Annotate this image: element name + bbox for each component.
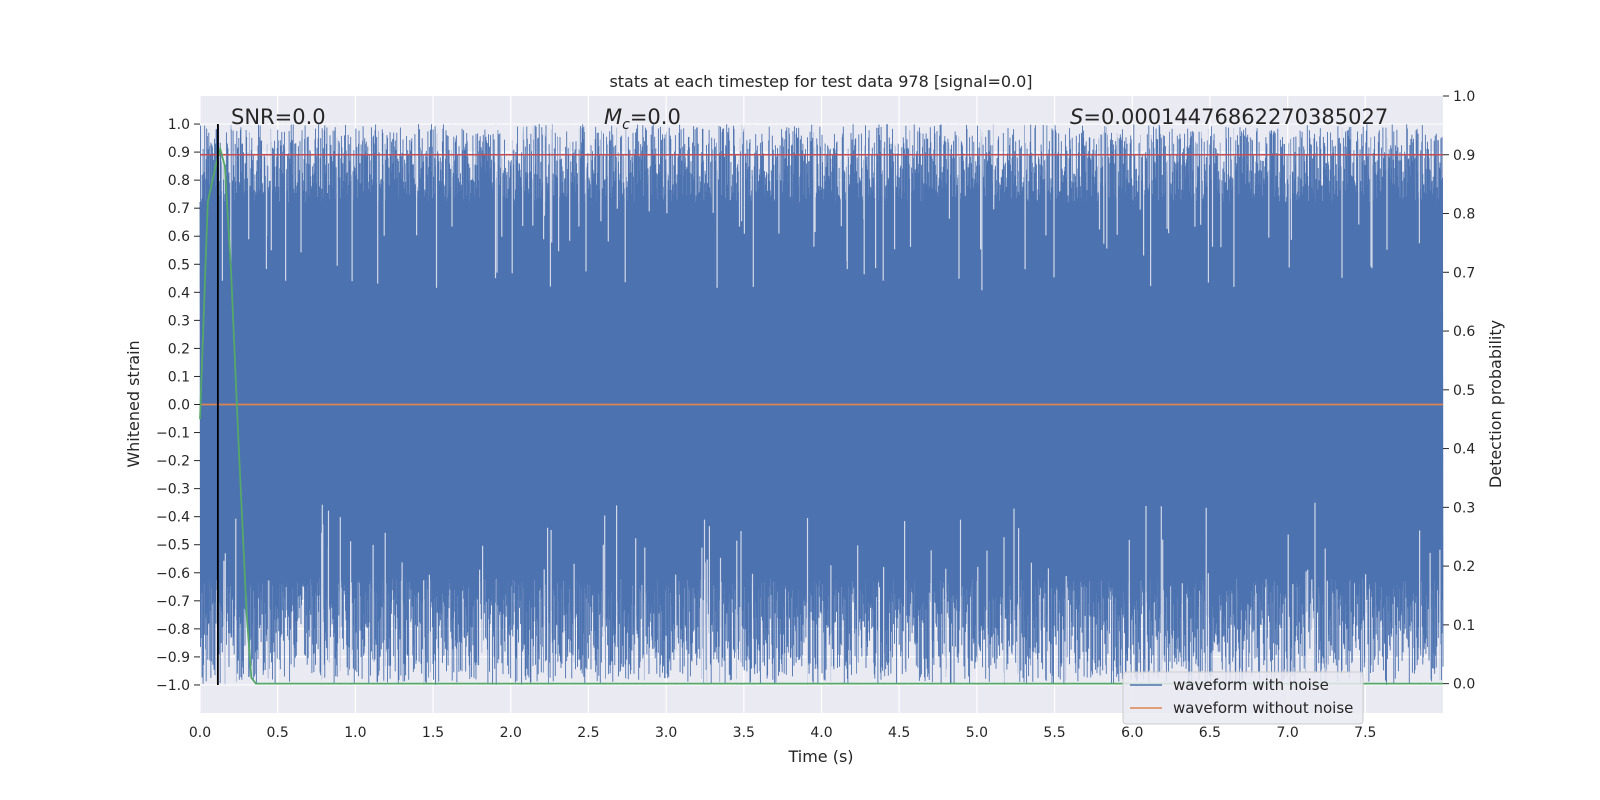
y-tick-label: −0.3 <box>156 482 190 498</box>
chirp-mass-annotation: Mc=0.0 <box>604 105 681 133</box>
y2-tick-label: 0.9 <box>1453 148 1475 164</box>
y-tick-label: 0.2 <box>168 341 190 357</box>
x-tick-label: 6.0 <box>1121 725 1143 741</box>
x-tick-label: 5.0 <box>966 725 988 741</box>
y-tick-label: 0.1 <box>168 369 190 385</box>
y-tick-label: −0.8 <box>156 622 190 638</box>
y-tick-label: −0.6 <box>156 566 190 582</box>
y2-tick-label: 0.7 <box>1453 265 1475 281</box>
y-tick-label: −0.9 <box>156 650 190 666</box>
s-symbol: S <box>1070 105 1083 129</box>
y-tick-label: 0.5 <box>168 257 190 273</box>
y-tick-label: −0.1 <box>156 426 190 442</box>
y-tick-label: −0.4 <box>156 510 190 526</box>
chirp-mass-subscript: c <box>622 117 630 133</box>
x-tick-label: 4.0 <box>810 725 832 741</box>
noise-waveform-series <box>199 123 1444 685</box>
overlay-lines <box>199 124 1443 685</box>
y2-tick-label: 0.6 <box>1453 324 1475 340</box>
x-tick-label: 3.0 <box>655 725 677 741</box>
probability-line <box>199 145 1443 685</box>
x-tick-label: 2.0 <box>500 725 522 741</box>
s-value: =0.00014476862270385027 <box>1083 105 1388 129</box>
y-tick-label: 1.0 <box>168 117 190 133</box>
s-annotation: S=0.00014476862270385027 <box>1070 105 1388 129</box>
y2-tick-label: 0.4 <box>1453 442 1475 458</box>
y2-tick-label: 0.2 <box>1453 559 1475 575</box>
x-tick-label: 4.5 <box>888 725 910 741</box>
y-axis-label: Whitened strain <box>124 340 143 467</box>
y-tick-label: 0.8 <box>168 173 190 189</box>
x-tick-label: 0.0 <box>189 725 211 741</box>
y-tick-label: 0.9 <box>168 145 190 161</box>
y-tick-label: 0.6 <box>168 229 190 245</box>
x-tick-label: 7.0 <box>1276 725 1298 741</box>
legend-label-noise: waveform with noise <box>1173 676 1329 694</box>
x-tick-label: 1.5 <box>422 725 444 741</box>
chart-title: stats at each timestep for test data 978… <box>609 72 1032 91</box>
y2-tick-label: 0.8 <box>1453 207 1475 223</box>
x-axis-ticks: 0.0 0.5 1.0 1.5 2.0 2.5 3.0 3.5 4.0 4.5 5.0 5.5 6.0 6… <box>189 725 1377 741</box>
x-tick-label: 3.5 <box>733 725 755 741</box>
y2-tick-label: 0.3 <box>1453 500 1475 516</box>
y2-tick-label: 1.0 <box>1453 89 1475 105</box>
chirp-mass-value: =0.0 <box>630 105 681 129</box>
x-tick-label: 0.5 <box>267 725 289 741</box>
x-tick-label: 6.5 <box>1199 725 1221 741</box>
noise-waveform-gaps <box>221 124 1441 685</box>
y-tick-label: 0.7 <box>168 201 190 217</box>
x-tick-label: 2.5 <box>577 725 599 741</box>
x-tick-label: 7.5 <box>1354 725 1376 741</box>
y-tick-label: 0.3 <box>168 313 190 329</box>
y-tick-label: −0.5 <box>156 538 190 554</box>
y-tick-label: −0.7 <box>156 594 190 610</box>
y2-axis-ticks: 1.0 0.9 0.8 0.7 0.6 0.5 0.4 0.3 0.2 0.1 0.0 <box>1443 89 1475 693</box>
legend: waveform with noise waveform without noi… <box>1122 671 1364 725</box>
x-tick-label: 5.5 <box>1043 725 1065 741</box>
noise-waveform <box>199 123 1444 685</box>
y2-axis-label: Detection probability <box>1486 320 1505 488</box>
y2-tick-label: 0.1 <box>1453 618 1475 634</box>
x-tick-label: 1.0 <box>344 725 366 741</box>
y-tick-label: −1.0 <box>156 678 190 694</box>
legend-box <box>1122 671 1364 725</box>
chirp-mass-symbol: M <box>604 105 622 129</box>
snr-annotation: SNR=0.0 <box>231 105 326 129</box>
y-axis-ticks: 1.0 0.9 0.8 0.7 0.6 0.5 0.4 0.3 0.2 0.1 0.0 −0.1 −0.… <box>156 117 200 694</box>
y-tick-label: 0.4 <box>168 285 190 301</box>
y-tick-label: 0.0 <box>168 398 190 414</box>
x-axis-label: Time (s) <box>787 747 853 766</box>
y-tick-label: −0.2 <box>156 454 190 470</box>
legend-label-clean: waveform without noise <box>1173 699 1353 717</box>
y2-tick-label: 0.0 <box>1453 677 1475 693</box>
y2-tick-label: 0.5 <box>1453 383 1475 399</box>
